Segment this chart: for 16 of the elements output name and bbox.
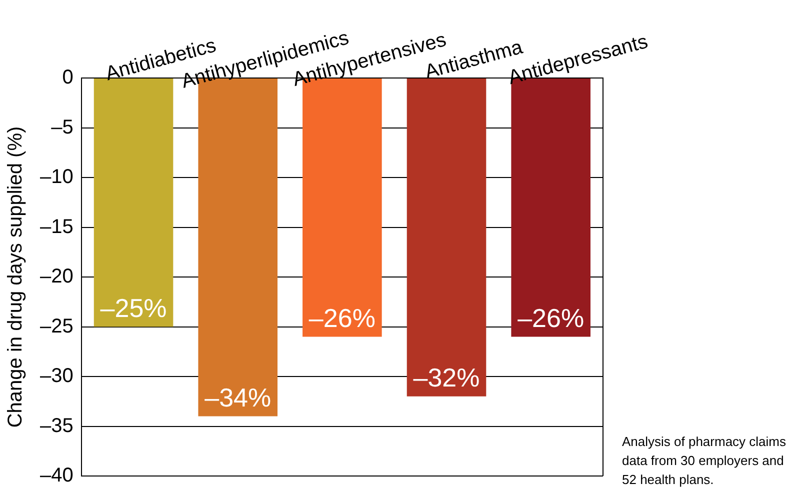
y-tick-label: –5: [51, 116, 74, 138]
y-tick-label: –20: [40, 266, 74, 288]
y-tick-label: 0: [62, 66, 74, 89]
y-tick-label: –30: [40, 365, 74, 388]
data-label: –34%: [204, 382, 272, 412]
y-tick-label: –35: [40, 414, 74, 437]
text: Analysis of pharmacy claims data from 30 employers and 52 health plans.: [622, 433, 787, 489]
data-label: –25%: [100, 292, 167, 323]
y-tick-label: –10: [40, 166, 74, 188]
data-label: –26%: [308, 302, 376, 333]
y-tick-label: –40: [40, 464, 74, 487]
y-tick-label: –25: [40, 315, 74, 338]
data-label: –26%: [518, 302, 584, 333]
data-label: –32%: [413, 362, 480, 393]
y-axis-title: Change in drug days supplied (%): [4, 126, 27, 428]
y-tick-label: –15: [40, 216, 74, 238]
